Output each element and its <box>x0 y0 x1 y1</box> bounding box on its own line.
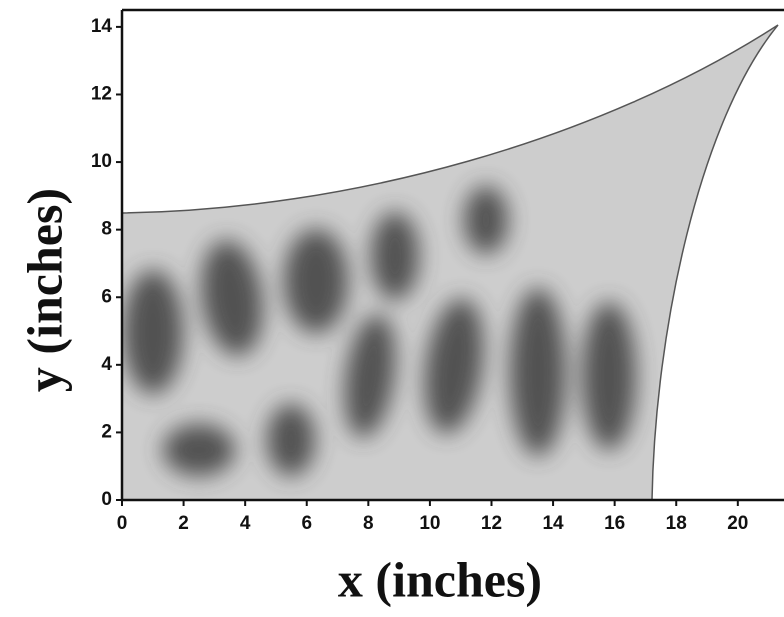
x-tick-label: 14 <box>542 513 564 534</box>
y-axis-title: y (inches) <box>16 188 72 392</box>
x-tick-label: 8 <box>363 513 374 534</box>
y-tick-label: 14 <box>91 16 113 37</box>
x-tick-label: 0 <box>117 513 128 534</box>
x-tick-label: 16 <box>604 513 625 534</box>
x-tick-label: 2 <box>178 513 189 534</box>
x-tick-label: 6 <box>301 513 312 534</box>
y-tick-label: 2 <box>101 421 112 442</box>
x-tick-label: 18 <box>666 513 687 534</box>
x-axis-title: x (inches) <box>338 551 542 607</box>
x-tick-label: 12 <box>481 513 502 534</box>
y-tick-label: 6 <box>101 286 112 307</box>
y-tick-label: 0 <box>101 489 112 510</box>
nodal-pattern <box>123 186 636 476</box>
y-tick-label: 4 <box>101 354 112 375</box>
x-tick-label: 20 <box>727 513 748 534</box>
y-tick-label: 12 <box>91 83 112 104</box>
x-tick-label: 4 <box>240 513 251 534</box>
y-tick-label: 10 <box>91 151 112 172</box>
x-tick-label: 10 <box>419 513 440 534</box>
y-tick-label: 8 <box>101 219 112 240</box>
